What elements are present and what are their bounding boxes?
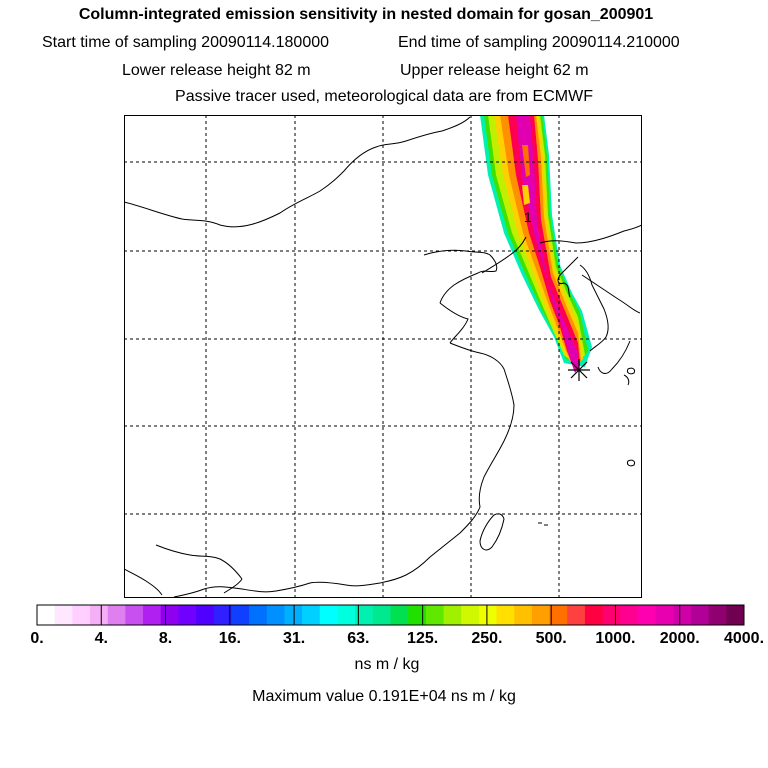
colorbar-units: ns m / kg	[354, 656, 420, 673]
colorbar-cell	[302, 605, 321, 625]
colorbar-cell	[319, 605, 338, 625]
colorbar-tick-label: 0.	[30, 630, 44, 647]
colorbar-cell	[531, 605, 551, 625]
colorbar-tick-label: 250.	[471, 630, 503, 647]
colorbar-cell	[178, 605, 197, 625]
colorbar-cell	[690, 605, 710, 625]
colorbar-cell	[478, 605, 498, 625]
colorbar-cell	[514, 605, 533, 625]
colorbar-tick-label: 500.	[535, 630, 567, 647]
colorbar-cell	[567, 605, 586, 625]
colorbar-cell	[266, 605, 285, 625]
colorbar-cell	[54, 605, 73, 625]
sensitivity-plume	[480, 115, 592, 373]
map-title: Column-integrated emission sensitivity i…	[78, 6, 654, 23]
colorbar-cell	[673, 605, 692, 625]
lower-release-height-label: Lower release height 82 m	[122, 62, 311, 79]
colorbar-cell	[196, 605, 215, 625]
colorbar-cell	[249, 605, 268, 625]
upper-release-height-label: Upper release height 62 m	[400, 62, 589, 79]
colorbar-cell	[231, 605, 250, 625]
colorbar-cell	[425, 605, 445, 625]
colorbar-cell	[637, 605, 657, 625]
colorbar-cell	[125, 605, 144, 625]
colorbar-cells	[37, 605, 745, 625]
colorbar-tick-label: 16.	[218, 630, 241, 647]
colorbar-tick-label: 1000.	[595, 630, 636, 647]
trajectory-label: 1	[524, 209, 532, 225]
coastlines	[124, 116, 642, 598]
colorbar-cell	[72, 605, 91, 625]
colorbar-cell	[602, 605, 621, 625]
colorbar-cell	[37, 605, 56, 625]
colorbar-tick-label: 63.	[347, 630, 370, 647]
colorbar-tick-label: 125.	[407, 630, 439, 647]
colorbar-cell	[655, 605, 674, 625]
start-time-label: Start time of sampling 20090114.180000	[42, 34, 330, 51]
colorbar-cell	[726, 605, 745, 625]
colorbar-cell	[372, 605, 391, 625]
maximum-value-label: Maximum value 0.191E+04 ns m / kg	[252, 688, 516, 705]
colorbar-cell	[213, 605, 232, 625]
colorbar-cell	[143, 605, 162, 625]
colorbar-tick-label: 4000.	[723, 630, 765, 647]
colorbar-tick-label: 8.	[158, 630, 173, 647]
colorbar-cell	[107, 605, 126, 625]
colorbar-cell	[584, 605, 604, 625]
colorbar	[36, 604, 745, 626]
colorbar-cell	[461, 605, 480, 625]
colorbar-cell	[284, 605, 303, 625]
colorbar-cell	[160, 605, 179, 625]
end-time-label: End time of sampling 20090114.210000	[398, 34, 680, 51]
colorbar-cell	[549, 605, 568, 625]
tracer-note: Passive tracer used, meteorological data…	[175, 88, 593, 105]
colorbar-tick-label: 31.	[282, 630, 306, 647]
colorbar-cell	[408, 605, 427, 625]
release-site-marker	[568, 359, 590, 381]
colorbar-tick-label: 2000.	[659, 630, 700, 647]
map-panel: 1	[124, 115, 642, 598]
colorbar-cell	[390, 605, 409, 625]
colorbar-cell	[708, 605, 727, 625]
colorbar-cell	[337, 605, 356, 625]
colorbar-cell	[443, 605, 462, 625]
colorbar-cell	[620, 605, 639, 625]
colorbar-cell	[90, 605, 109, 625]
colorbar-cell	[355, 605, 374, 625]
colorbar-cell	[496, 605, 515, 625]
colorbar-tick-label: 4.	[94, 630, 108, 647]
graticule	[124, 115, 642, 598]
